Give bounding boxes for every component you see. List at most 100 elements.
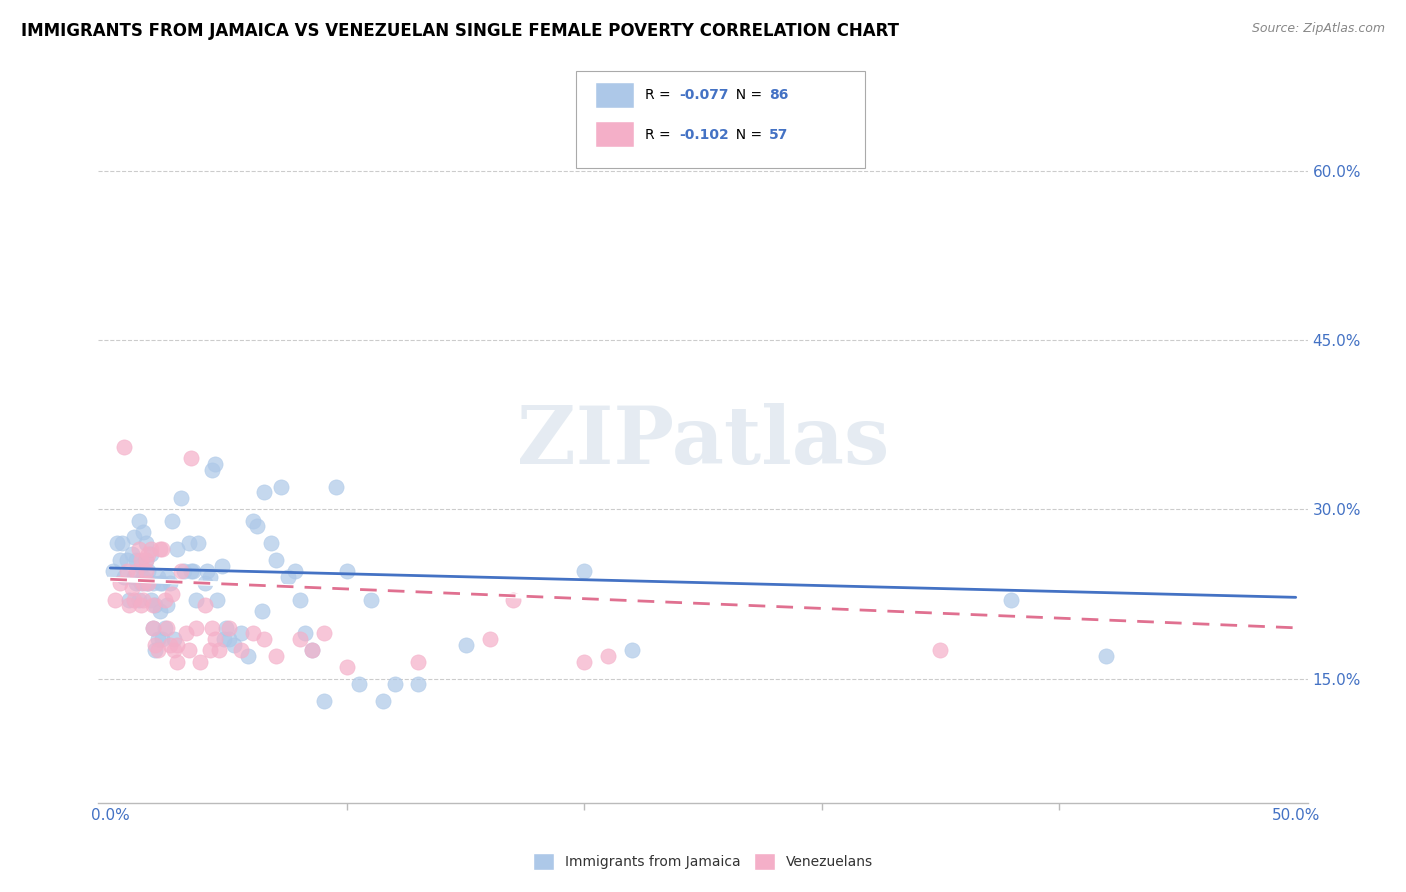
Point	[208, 643, 231, 657]
Point	[166, 655, 188, 669]
Point	[187, 536, 209, 550]
Point	[384, 677, 406, 691]
Point	[129, 575, 152, 590]
Point	[135, 536, 157, 550]
Point	[301, 643, 323, 657]
Point	[574, 565, 596, 579]
Point	[184, 621, 207, 635]
Point	[108, 575, 131, 590]
Point	[149, 575, 172, 590]
Point	[929, 643, 952, 657]
Point	[136, 575, 159, 590]
Text: ZIPatlas: ZIPatlas	[517, 402, 889, 481]
Point	[160, 587, 183, 601]
Point	[163, 632, 186, 646]
Point	[129, 553, 152, 567]
Point	[156, 621, 179, 635]
Point	[156, 570, 179, 584]
Text: R =: R =	[645, 88, 675, 103]
Point	[114, 440, 136, 454]
Point	[143, 638, 166, 652]
Point	[242, 514, 264, 528]
Point	[264, 553, 287, 567]
Point	[125, 553, 148, 567]
Point	[159, 575, 181, 590]
Point	[620, 643, 643, 657]
Point	[115, 553, 138, 567]
Point	[301, 643, 323, 657]
Point	[160, 514, 183, 528]
Point	[118, 592, 141, 607]
Point	[166, 541, 188, 556]
Point	[181, 565, 204, 579]
Point	[180, 565, 202, 579]
Point	[128, 592, 150, 607]
Text: 57: 57	[769, 128, 789, 142]
Point	[197, 565, 219, 579]
Point	[135, 565, 157, 579]
Point	[204, 457, 226, 471]
Legend: Immigrants from Jamaica, Venezuelans: Immigrants from Jamaica, Venezuelans	[527, 847, 879, 875]
Point	[190, 655, 212, 669]
Text: N =: N =	[727, 128, 766, 142]
Point	[408, 677, 430, 691]
Point	[360, 592, 382, 607]
Point	[229, 626, 252, 640]
Point	[146, 570, 169, 584]
Point	[142, 621, 165, 635]
Point	[136, 548, 159, 562]
Point	[184, 592, 207, 607]
Point	[105, 536, 128, 550]
Point	[128, 514, 150, 528]
Point	[194, 575, 217, 590]
Point	[236, 648, 259, 663]
Point	[598, 648, 620, 663]
Text: -0.102: -0.102	[679, 128, 728, 142]
Point	[170, 565, 193, 579]
Point	[212, 632, 235, 646]
Point	[142, 575, 165, 590]
Point	[156, 599, 179, 613]
Point	[173, 565, 195, 579]
Point	[201, 621, 224, 635]
Point	[139, 541, 162, 556]
Point	[115, 565, 138, 579]
Point	[371, 694, 394, 708]
Point	[347, 677, 370, 691]
Point	[288, 592, 311, 607]
Point	[502, 592, 524, 607]
Point	[136, 575, 159, 590]
Point	[198, 643, 221, 657]
Point	[152, 541, 174, 556]
Point	[408, 655, 430, 669]
Text: N =: N =	[727, 88, 766, 103]
Text: R =: R =	[645, 128, 675, 142]
Point	[114, 570, 136, 584]
Point	[135, 575, 157, 590]
Point	[149, 541, 172, 556]
Point	[194, 599, 217, 613]
Point	[253, 632, 276, 646]
Point	[166, 638, 188, 652]
Point	[218, 632, 240, 646]
Point	[204, 632, 226, 646]
Point	[198, 570, 221, 584]
Point	[250, 604, 273, 618]
Point	[143, 643, 166, 657]
Point	[104, 592, 127, 607]
Point	[211, 558, 233, 573]
Text: -0.077: -0.077	[679, 88, 728, 103]
Point	[143, 599, 166, 613]
Point	[132, 575, 155, 590]
Point	[121, 582, 143, 596]
Text: Source: ZipAtlas.com: Source: ZipAtlas.com	[1251, 22, 1385, 36]
Point	[135, 553, 157, 567]
Point	[152, 575, 174, 590]
Point	[125, 575, 148, 590]
Point	[180, 451, 202, 466]
Point	[121, 548, 143, 562]
Point	[215, 621, 238, 635]
Point	[118, 599, 141, 613]
Point	[142, 621, 165, 635]
Point	[129, 558, 152, 573]
